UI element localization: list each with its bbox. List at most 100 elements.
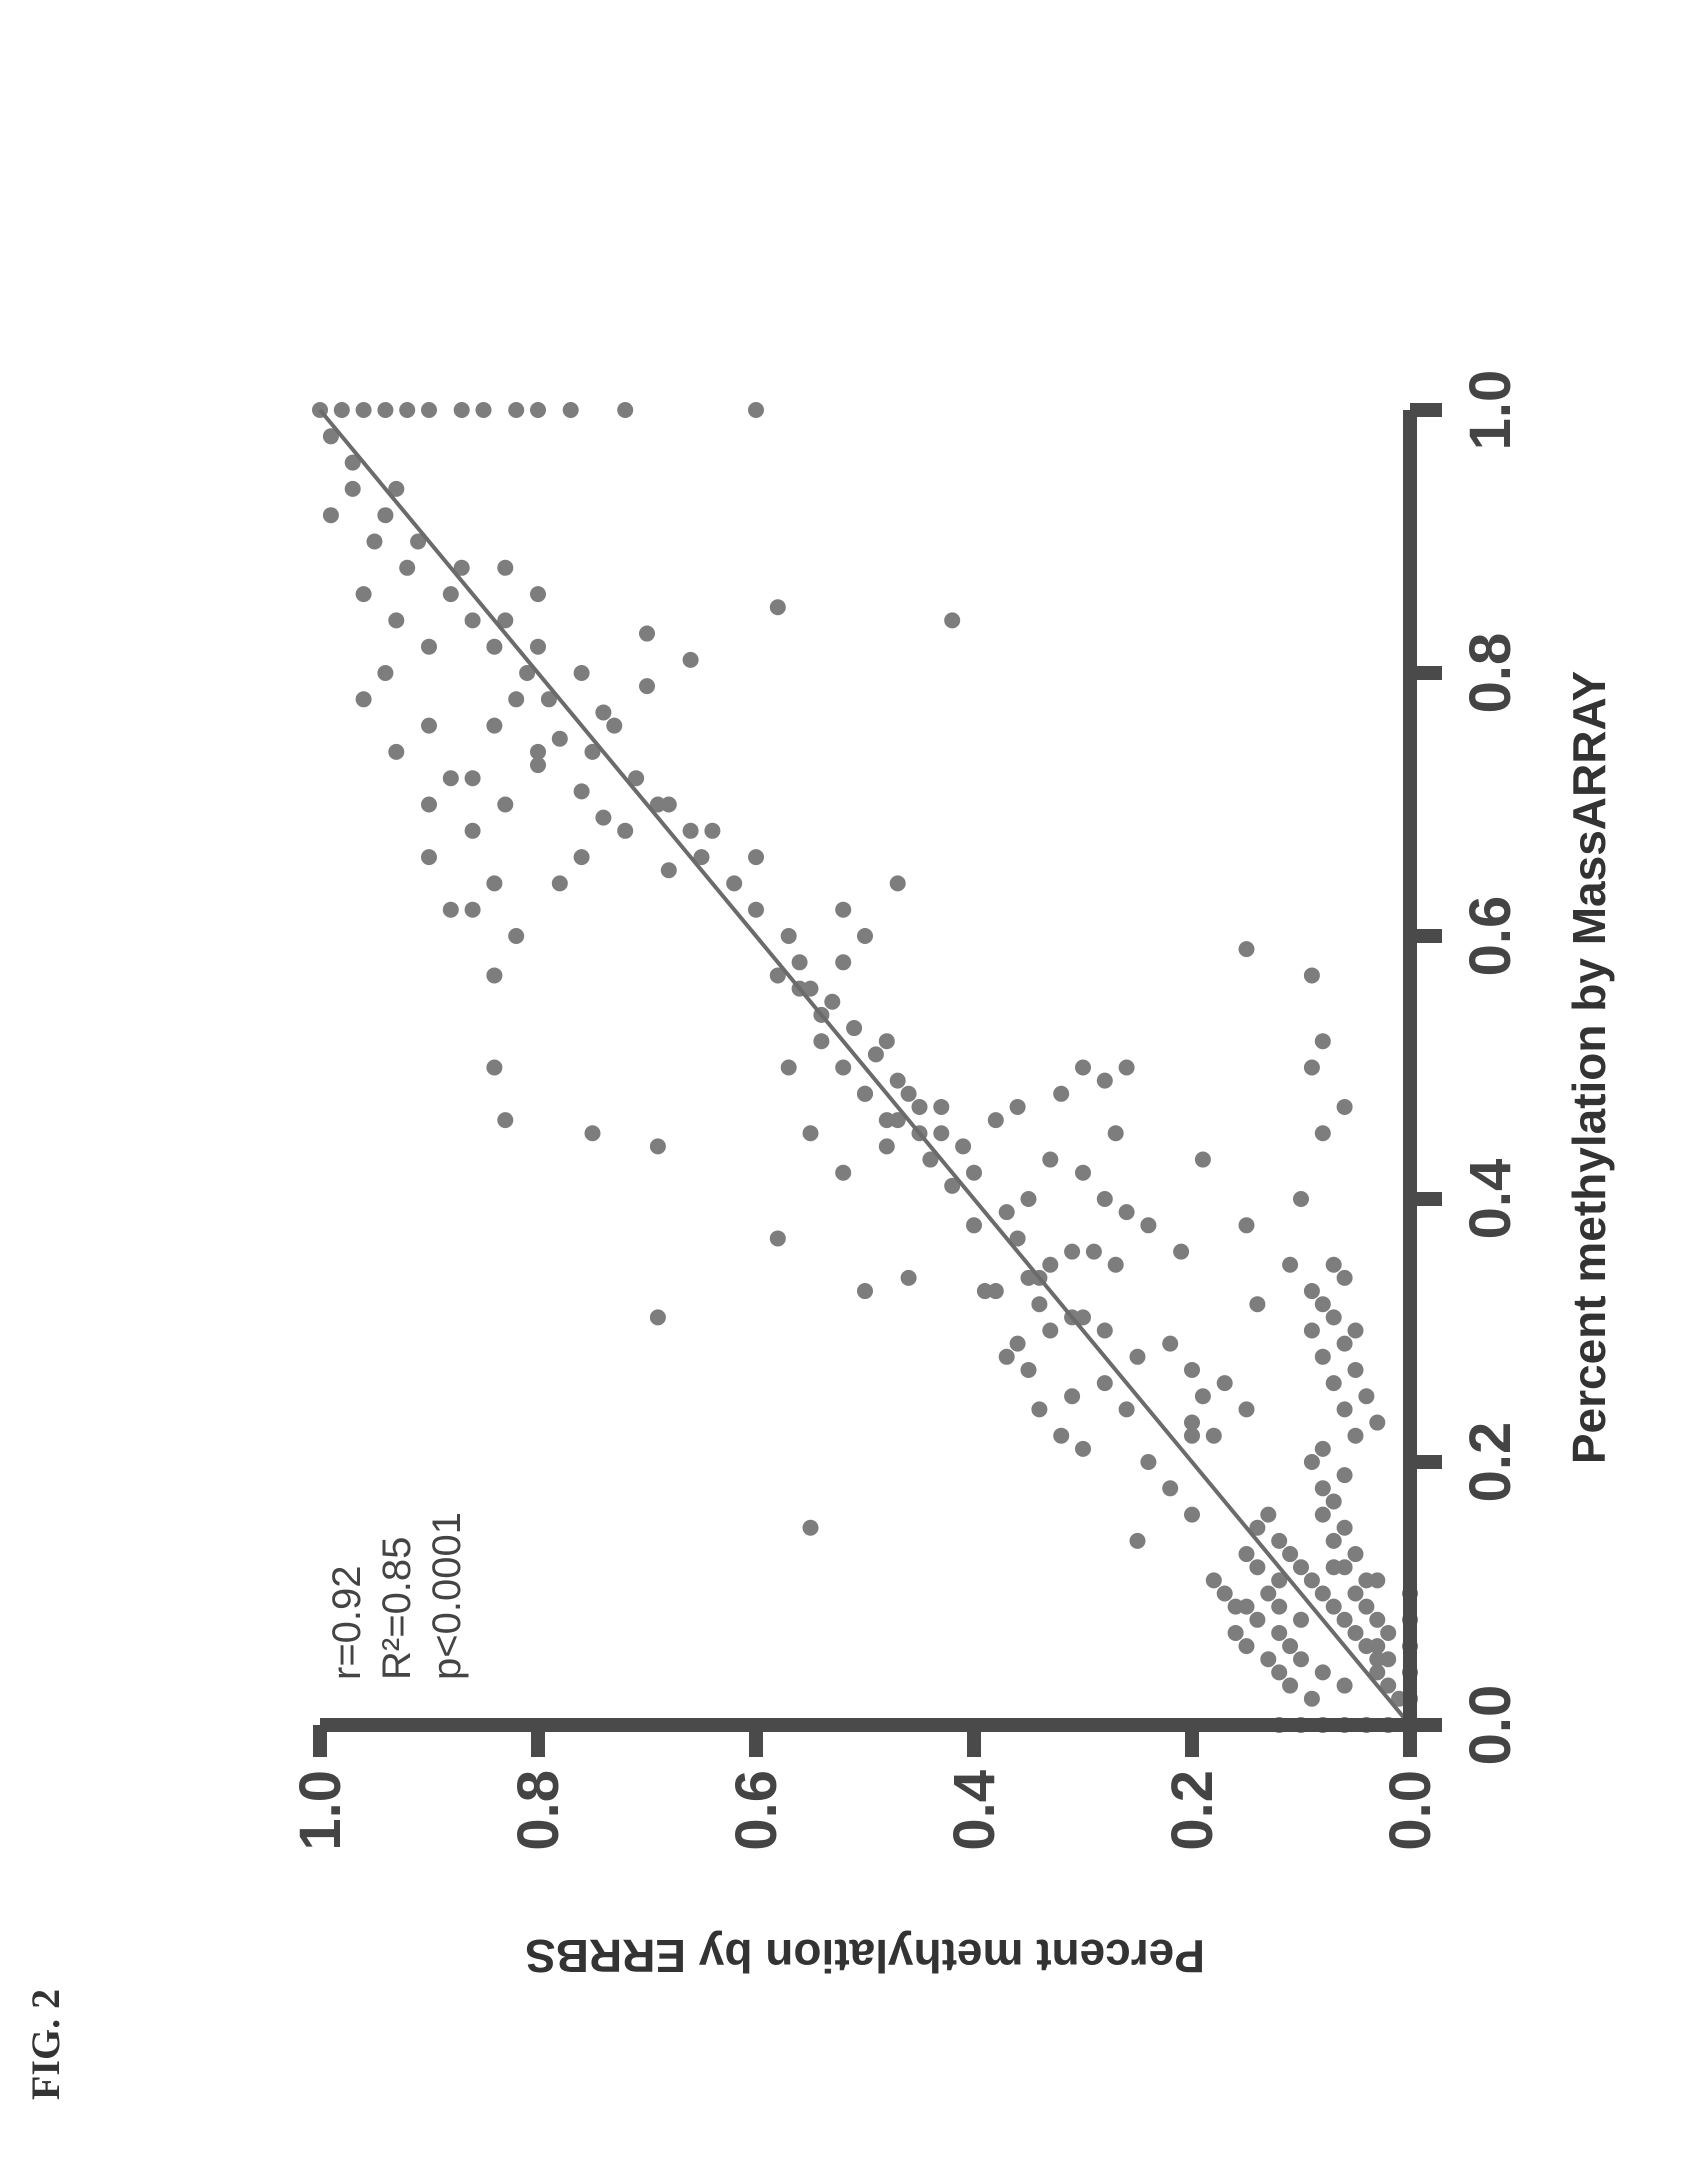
data-point (388, 612, 405, 629)
data-point (1303, 1454, 1320, 1470)
scatter-points (312, 402, 1418, 1733)
data-point (857, 1283, 873, 1300)
data-point (1369, 1611, 1386, 1628)
data-point (1075, 1440, 1091, 1457)
data-point (1118, 1059, 1135, 1076)
data-point (377, 507, 394, 524)
data-point (1042, 1151, 1059, 1168)
data-point (1249, 1611, 1266, 1628)
data-point (410, 533, 427, 550)
data-point (1096, 1375, 1113, 1392)
data-point (573, 783, 590, 800)
data-point (1336, 1519, 1353, 1536)
data-point (1314, 1296, 1331, 1313)
data-point (1347, 1585, 1364, 1602)
data-point (617, 402, 634, 418)
data-point (1314, 1125, 1331, 1142)
data-point (1347, 1546, 1364, 1563)
data-point (1336, 1467, 1353, 1484)
x-tick-label: 1.0 (1458, 370, 1523, 451)
data-point (889, 875, 906, 892)
data-point (1325, 1559, 1342, 1576)
y-tick-label: 0.2 (1160, 1770, 1225, 1851)
data-point (584, 1125, 601, 1142)
data-point (769, 967, 786, 984)
data-point (1271, 1624, 1288, 1641)
data-point (1118, 1204, 1135, 1221)
data-point (1042, 1256, 1059, 1273)
data-point (1314, 1664, 1331, 1681)
data-point (649, 1138, 666, 1155)
data-point (421, 849, 437, 866)
data-point (1282, 1256, 1299, 1273)
data-point (1238, 1217, 1255, 1234)
data-point (922, 1151, 939, 1168)
data-point (1173, 1243, 1190, 1260)
data-point (780, 928, 797, 944)
data-point (1369, 1572, 1386, 1589)
x-tick-label: 0.8 (1458, 633, 1523, 714)
data-point (1303, 1283, 1320, 1300)
data-point (388, 743, 405, 760)
data-point (1325, 1493, 1342, 1510)
data-point (475, 402, 492, 418)
data-point (1314, 1033, 1331, 1050)
data-point (1238, 1401, 1255, 1418)
data-point (857, 1085, 873, 1102)
data-point (1336, 1401, 1353, 1418)
data-point (966, 1217, 982, 1234)
data-point (976, 1283, 993, 1300)
data-point (1293, 1559, 1309, 1576)
data-point (1347, 1427, 1364, 1444)
data-point (355, 402, 372, 418)
data-point (1075, 1164, 1091, 1181)
data-point (955, 1138, 972, 1155)
plot-area: 0.0 0.2 0.4 0.6 0.8 1.0 0.0 0.2 0.4 0.6 0.8 1.0 Pe… (288, 370, 1615, 1982)
data-point (606, 717, 623, 734)
data-point (1271, 1572, 1288, 1589)
data-point (900, 1269, 917, 1286)
data-point (1369, 1638, 1386, 1655)
stat-annotation-line: r=0.92 (325, 1565, 369, 1680)
data-point (682, 822, 699, 839)
data-point (1325, 1309, 1342, 1326)
data-point (1260, 1651, 1277, 1668)
data-point (1009, 1335, 1026, 1352)
data-point (1336, 1269, 1353, 1286)
data-point (1184, 1506, 1200, 1523)
y-tick-label: 1.0 (288, 1770, 353, 1851)
x-tick-label: 0.4 (1458, 1159, 1523, 1240)
data-point (660, 796, 677, 813)
y-tick-label: 0.8 (506, 1770, 571, 1851)
data-point (1249, 1559, 1266, 1576)
data-point (530, 743, 546, 760)
data-point (769, 1230, 786, 1247)
data-point (1303, 1322, 1320, 1339)
data-point (1096, 1191, 1113, 1207)
data-point (1314, 1506, 1331, 1523)
data-point (388, 480, 405, 497)
data-point (421, 402, 437, 418)
data-point (442, 901, 459, 918)
data-point (421, 796, 437, 813)
data-point (966, 1164, 982, 1181)
data-point (998, 1204, 1015, 1221)
data-point (944, 612, 961, 629)
data-point (617, 822, 634, 839)
data-point (497, 1112, 514, 1129)
data-point (628, 770, 645, 787)
data-point (813, 1033, 830, 1050)
data-point (998, 1348, 1015, 1365)
data-point (453, 559, 470, 576)
data-point (1303, 1572, 1320, 1589)
data-point (1271, 1532, 1288, 1549)
data-point (486, 967, 503, 984)
data-point (1129, 1532, 1146, 1549)
data-point (1053, 1427, 1070, 1444)
data-point (442, 770, 459, 787)
data-point (530, 402, 546, 418)
data-point (1303, 967, 1320, 984)
data-point (1205, 1572, 1222, 1589)
data-point (355, 586, 372, 603)
